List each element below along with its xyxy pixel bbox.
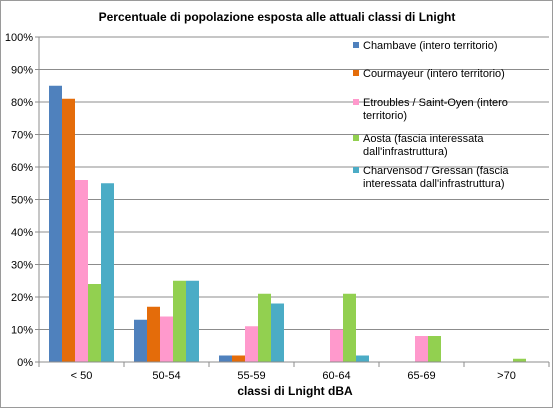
- chart-title: Percentuale di popolazione esposta alle …: [99, 10, 456, 24]
- bar: [245, 326, 258, 362]
- y-tick-labels: 0% 10% 20% 30% 40% 50% 60% 70% 80% 90% 100%: [5, 32, 33, 369]
- bar: [62, 98, 75, 362]
- legend-label: territorio): [363, 110, 407, 122]
- legend: Chambave (intero territorio) Courmayeur (…: [353, 40, 509, 190]
- bar: [356, 355, 369, 362]
- y-tick-label: 70%: [11, 130, 33, 142]
- y-tick-label: 0%: [17, 357, 33, 369]
- x-tick-label: 65-69: [407, 370, 435, 382]
- bar: [101, 183, 114, 362]
- y-tick-label: 60%: [11, 162, 33, 174]
- bar: [134, 319, 147, 362]
- x-tick-label: >70: [497, 370, 516, 382]
- y-tick-label: 30%: [11, 260, 33, 272]
- legend-label: Chambave (intero territorio): [363, 40, 498, 52]
- legend-label: Aosta (fascia interessata: [363, 133, 484, 145]
- x-tick-label: 50-54: [152, 370, 180, 382]
- gridlines: [39, 36, 549, 330]
- y-tick-label: 90%: [11, 65, 33, 77]
- y-tick-label: 10%: [11, 325, 33, 337]
- legend-label: Courmayeur (intero territorio): [363, 68, 505, 80]
- bar: [49, 85, 62, 362]
- y-tick-label: 100%: [5, 32, 33, 44]
- bar: [271, 303, 284, 362]
- legend-swatch: [353, 167, 359, 173]
- bar: [186, 280, 199, 362]
- x-tick-labels: < 50 50-54 55-59 60-64 65-69 >70: [71, 370, 516, 382]
- y-tick-label: 20%: [11, 292, 33, 304]
- bar: [258, 293, 271, 362]
- bar: [173, 280, 186, 362]
- legend-swatch: [353, 135, 359, 141]
- bar: [330, 329, 343, 362]
- y-tick-label: 40%: [11, 227, 33, 239]
- legend-swatch: [353, 42, 359, 48]
- bar: [160, 316, 173, 362]
- bar: [88, 284, 101, 362]
- legend-swatch: [353, 70, 359, 76]
- bars: [49, 85, 526, 362]
- y-tick-label: 50%: [11, 195, 33, 207]
- x-tick-label: < 50: [71, 370, 93, 382]
- x-axis-label: classi di Lnight dBA: [237, 384, 353, 398]
- bar: [219, 355, 232, 362]
- legend-label: Charvensod / Gressan (fascia: [363, 165, 509, 177]
- bar: [428, 336, 441, 362]
- legend-label: dall'infrastruttura): [363, 146, 448, 158]
- x-tick-label: 55-59: [237, 370, 265, 382]
- bar: [232, 355, 245, 362]
- legend-swatch: [353, 99, 359, 105]
- legend-label: interessata dall'infrastruttura): [363, 178, 505, 190]
- bar: [147, 306, 160, 362]
- axes: [35, 36, 550, 367]
- bar: [415, 336, 428, 362]
- x-tick-label: 60-64: [322, 370, 350, 382]
- legend-label: Etroubles / Saint-Oyen (intero: [363, 97, 508, 109]
- bar: [513, 358, 526, 362]
- bar: [343, 293, 356, 362]
- y-tick-label: 80%: [11, 97, 33, 109]
- bar: [75, 180, 88, 362]
